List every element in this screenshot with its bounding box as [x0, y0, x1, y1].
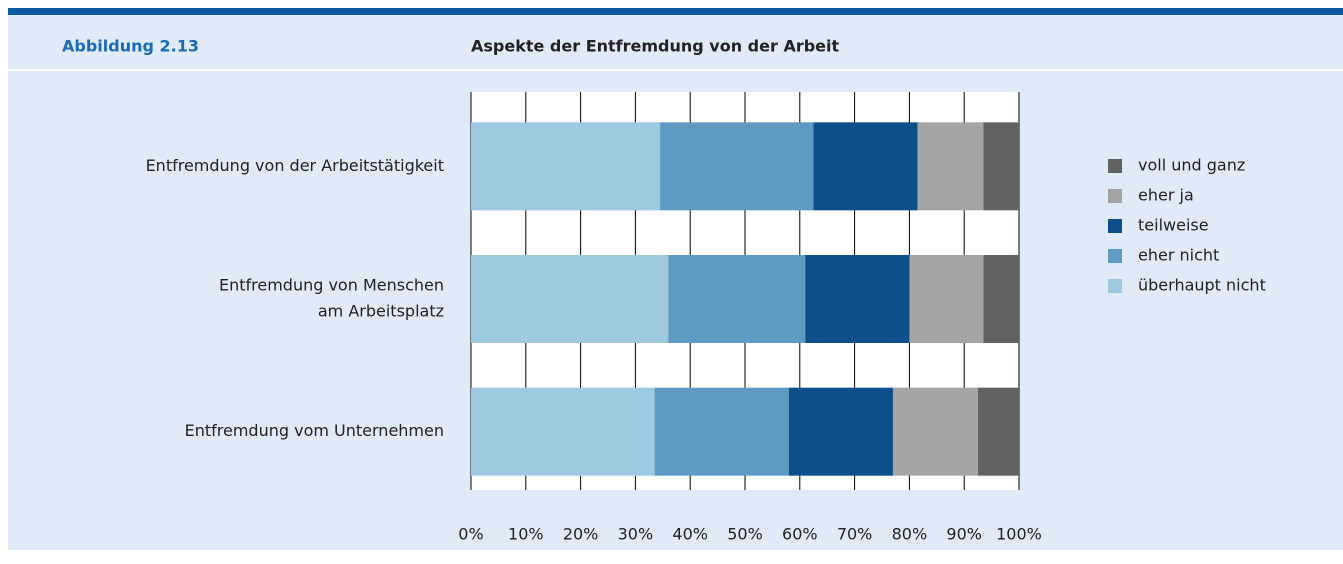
bar-segment: [471, 122, 661, 211]
x-tick-label: 50%: [727, 525, 763, 544]
bar-segment: [909, 255, 984, 343]
x-tick-label: 70%: [837, 525, 873, 544]
bar-segment: [977, 387, 1019, 476]
x-tick-label: 100%: [996, 525, 1042, 544]
bar-segment: [805, 255, 910, 343]
y-tick-label: am Arbeitsplatz: [318, 302, 444, 321]
figure-label: Abbildung 2.13: [62, 37, 199, 56]
legend-swatch: [1108, 279, 1122, 293]
bar-segment: [788, 387, 893, 476]
y-tick-label: Entfremdung vom Unternehmen: [185, 421, 444, 440]
x-tick-label: 0%: [458, 525, 483, 544]
x-tick-label: 80%: [892, 525, 928, 544]
legend-swatch: [1108, 189, 1122, 203]
x-tick-label: 10%: [508, 525, 544, 544]
bar-segment: [813, 122, 918, 211]
x-tick-label: 20%: [563, 525, 599, 544]
legend-label: überhaupt nicht: [1138, 276, 1266, 295]
bar-segment: [471, 387, 655, 476]
legend-label: eher nicht: [1138, 246, 1219, 265]
bar-segment: [983, 255, 1019, 343]
legend-label: eher ja: [1138, 186, 1194, 205]
legend-label: teilweise: [1138, 216, 1209, 235]
x-tick-label: 90%: [946, 525, 982, 544]
x-tick-label: 60%: [782, 525, 818, 544]
chart-title: Aspekte der Entfremdung von der Arbeit: [471, 37, 840, 56]
legend-swatch: [1108, 249, 1122, 263]
legend-label: voll und ganz: [1138, 156, 1245, 175]
bar-segment: [892, 387, 978, 476]
y-tick-label: Entfremdung von Menschen: [219, 276, 444, 295]
bar-segment: [654, 387, 789, 476]
bar-segment: [983, 122, 1019, 211]
bar-segment: [471, 255, 669, 343]
legend-swatch: [1108, 159, 1122, 173]
bar-segment: [917, 122, 984, 211]
bar-segment: [660, 122, 814, 211]
bar-segment: [668, 255, 806, 343]
x-tick-label: 40%: [672, 525, 708, 544]
x-tick-label: 30%: [618, 525, 654, 544]
top-stripe: [8, 8, 1343, 15]
legend-swatch: [1108, 219, 1122, 233]
y-tick-label: Entfremdung von der Arbeitstätigkeit: [146, 156, 444, 175]
